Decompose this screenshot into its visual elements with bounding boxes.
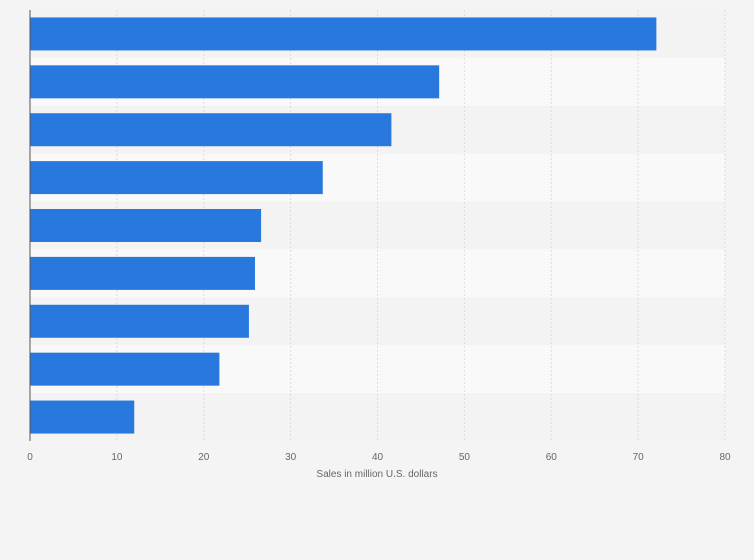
x-tick-labels: 0 10 20 30 40 50 60 70 80 [27, 452, 731, 463]
bar [30, 65, 440, 99]
bar [30, 352, 220, 386]
bar [30, 209, 262, 242]
x-axis-title: Sales in million U.S. dollars [316, 469, 437, 480]
x-tick-label: 0 [27, 452, 33, 463]
x-tick-label: 80 [719, 452, 731, 463]
bar [30, 161, 323, 195]
bar [30, 304, 249, 338]
bars [30, 17, 657, 434]
x-tick-label: 70 [633, 452, 645, 463]
bar [30, 17, 657, 51]
x-tick-label: 10 [111, 452, 123, 463]
x-tick-label: 20 [198, 452, 210, 463]
x-tick-label: 40 [372, 452, 384, 463]
x-tick-label: 60 [546, 452, 558, 463]
row-band [30, 393, 725, 441]
bar [30, 113, 392, 147]
x-tick-label: 50 [459, 452, 471, 463]
bar [30, 400, 135, 434]
bar [30, 256, 256, 290]
x-tick-label: 30 [285, 452, 297, 463]
